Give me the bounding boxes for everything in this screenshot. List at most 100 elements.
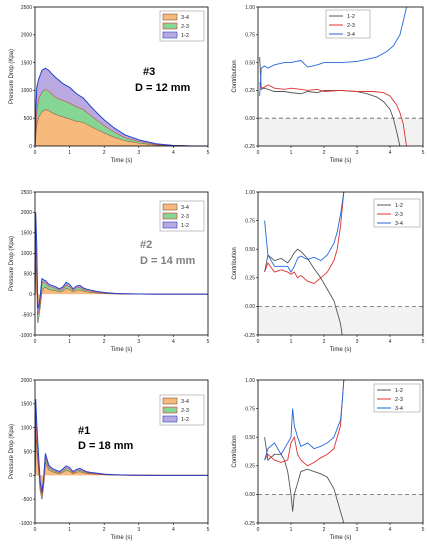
legend: 3-4 2-3 1-2 (159, 200, 205, 232)
legend-label-1-2: 1-2 (347, 14, 355, 20)
y-axis-label: Pressure Drop (Kpa) (9, 424, 15, 479)
x-tick-label: 3 (137, 527, 140, 533)
x-tick-label: 0 (257, 527, 260, 533)
y-tick-label: 2500 (21, 5, 32, 11)
legend-label-1-2: 1-2 (181, 223, 189, 229)
x-tick-label: 1 (68, 527, 71, 533)
legend-swatch-1-2 (162, 31, 178, 39)
legend-label-2-3: 2-3 (395, 397, 403, 403)
x-tick-label: 5 (422, 527, 425, 533)
y-tick-label: 0 (29, 473, 32, 479)
plot-frame (257, 6, 424, 147)
y-axis-label: Contribution (232, 60, 238, 92)
legend-label-3-4: 3-4 (181, 15, 189, 21)
x-axis-label: Time (s) (111, 535, 133, 541)
legend-label-3-4: 3-4 (395, 221, 403, 227)
area-2-3 (35, 236, 208, 323)
legend-box (373, 198, 421, 228)
legend-swatch-3-4 (162, 397, 178, 405)
legend-label-3-4: 3-4 (181, 399, 189, 405)
line-2-3 (264, 379, 345, 467)
area-3-4 (35, 427, 208, 500)
row-label-3: #3 D = 12 mm (135, 66, 191, 94)
line-3-4 (264, 191, 345, 273)
x-tick-label: 3 (356, 150, 359, 156)
y-tick-label: 0.25 (245, 276, 255, 282)
chart-6: 0 1 2 3 4 5 -0.25 0.00 0.25 0.50 0.75 1.00 Time (s) C… (232, 378, 425, 541)
x-tick-label: 4 (389, 527, 392, 533)
row-diameter-1: D = 18 mm (78, 440, 134, 452)
legend: 3-4 2-3 1-2 (159, 394, 205, 426)
chart-3: 0 1 2 3 4 5 -1000 -500 0 500 1000 1500 2000 2500 Time … (9, 190, 210, 353)
y-tick-label: 0.00 (245, 492, 255, 498)
legend-label-1-2: 1-2 (181, 33, 189, 39)
legend-label-3-4: 3-4 (181, 205, 189, 211)
y-tick-label: 1000 (21, 88, 32, 94)
x-axis-label: Time (s) (111, 158, 133, 164)
legend-label-2-3: 2-3 (181, 214, 189, 220)
x-tick-label: 3 (137, 339, 140, 345)
x-tick-label: 5 (207, 339, 210, 345)
area-3-4 (35, 109, 208, 146)
y-tick-label: 0.00 (245, 116, 255, 122)
x-tick-label: 5 (207, 150, 210, 156)
plot-frame (257, 379, 424, 524)
y-tick-label: -500 (22, 497, 32, 503)
chart-4: 0 1 2 3 4 5 -0.25 0.00 0.25 0.50 0.75 1.00 Time (s) C… (232, 190, 425, 353)
line-1-2 (264, 248, 343, 336)
legend-swatch-2-3 (162, 212, 178, 220)
y-tick-label: 500 (24, 272, 33, 278)
x-tick-label: 4 (172, 339, 175, 345)
y-axis-label: Contribution (232, 247, 238, 279)
x-axis-label: Time (s) (330, 347, 352, 353)
row-label-1: #1 D = 18 mm (78, 425, 134, 452)
negative-region (258, 494, 423, 523)
x-tick-label: 5 (422, 339, 425, 345)
y-tick-label: 2000 (21, 210, 32, 216)
area-edge-1-2 (34, 67, 208, 147)
x-tick-label: 2 (103, 527, 106, 533)
y-tick-label: -0.25 (244, 521, 256, 527)
legend-swatch-2-3 (162, 22, 178, 30)
plot-frame (34, 191, 209, 336)
y-tick-label: 0 (29, 144, 32, 150)
legend-swatch-3-4 (162, 13, 178, 21)
line-3-4 (259, 6, 407, 96)
x-tick-label: 5 (422, 150, 425, 156)
y-tick-label: 2500 (21, 190, 32, 196)
y-axis-label: Pressure Drop (Kpa) (9, 49, 15, 104)
chart-1: 0 1 2 3 4 5 0 500 1000 1500 2000 2500 Time (s) Pressu… (9, 5, 210, 164)
line-1-2 (259, 57, 401, 147)
x-tick-label: 2 (323, 150, 326, 156)
x-tick-label: 4 (172, 150, 175, 156)
x-tick-label: 4 (389, 150, 392, 156)
legend-label-2-3: 2-3 (347, 23, 355, 29)
x-tick-label: 0 (257, 339, 260, 345)
x-tick-label: 2 (323, 527, 326, 533)
y-tick-label: 0.75 (245, 218, 255, 224)
y-tick-label: 0.50 (245, 247, 255, 253)
x-tick-label: 1 (290, 527, 293, 533)
y-tick-label: 1.00 (245, 378, 255, 384)
legend: 1-2 2-3 3-4 (373, 198, 421, 228)
x-tick-label: 0 (34, 527, 37, 533)
legend-label-2-3: 2-3 (395, 212, 403, 218)
x-tick-label: 1 (290, 339, 293, 345)
legend-label-3-4: 3-4 (347, 32, 355, 38)
y-tick-label: 0.75 (245, 33, 255, 39)
row-id-1: #1 (78, 425, 90, 437)
y-axis-label: Pressure Drop (Kpa) (9, 236, 15, 291)
y-tick-label: 1500 (21, 231, 32, 237)
legend-label-2-3: 2-3 (181, 408, 189, 414)
y-tick-label: -0.25 (244, 333, 256, 339)
y-tick-label: 0.50 (245, 60, 255, 66)
area-edge-3-4 (34, 427, 208, 500)
y-tick-label: 2000 (21, 378, 32, 384)
chart-2: 0 1 2 3 4 5 -0.25 0.00 0.25 0.50 0.75 1.00 Time (s) C… (232, 5, 425, 164)
y-tick-label: 1.00 (245, 5, 255, 11)
legend-swatch-3-4 (162, 203, 178, 211)
x-axis-label: Time (s) (330, 158, 352, 164)
plot-frame (34, 6, 209, 147)
y-tick-label: 1500 (21, 402, 32, 408)
area-1-2 (35, 68, 208, 146)
